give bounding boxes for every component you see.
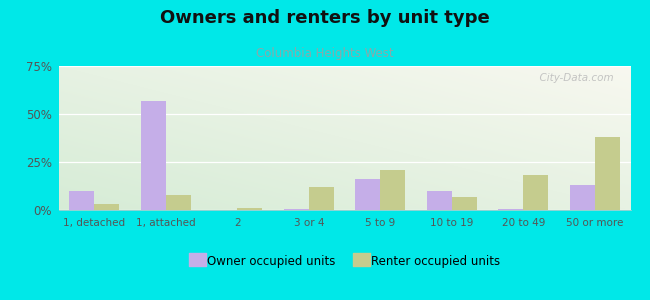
Bar [94,204,120,210]
Bar [499,209,523,210]
Bar [69,191,94,210]
Bar [237,208,262,210]
Bar [140,100,166,210]
Text: Columbia Heights West: Columbia Heights West [256,46,394,59]
Bar [309,187,334,210]
Bar [166,195,191,210]
Bar [452,196,476,210]
Bar [284,209,309,210]
Bar [380,170,406,210]
Text: City-Data.com: City-Data.com [533,73,614,83]
Bar [595,137,620,210]
Bar [355,179,380,210]
Bar [523,176,548,210]
Legend: Owner occupied units, Renter occupied units: Owner occupied units, Renter occupied un… [185,251,504,273]
Bar [569,185,595,210]
Bar [427,191,452,210]
Text: Owners and renters by unit type: Owners and renters by unit type [160,9,490,27]
